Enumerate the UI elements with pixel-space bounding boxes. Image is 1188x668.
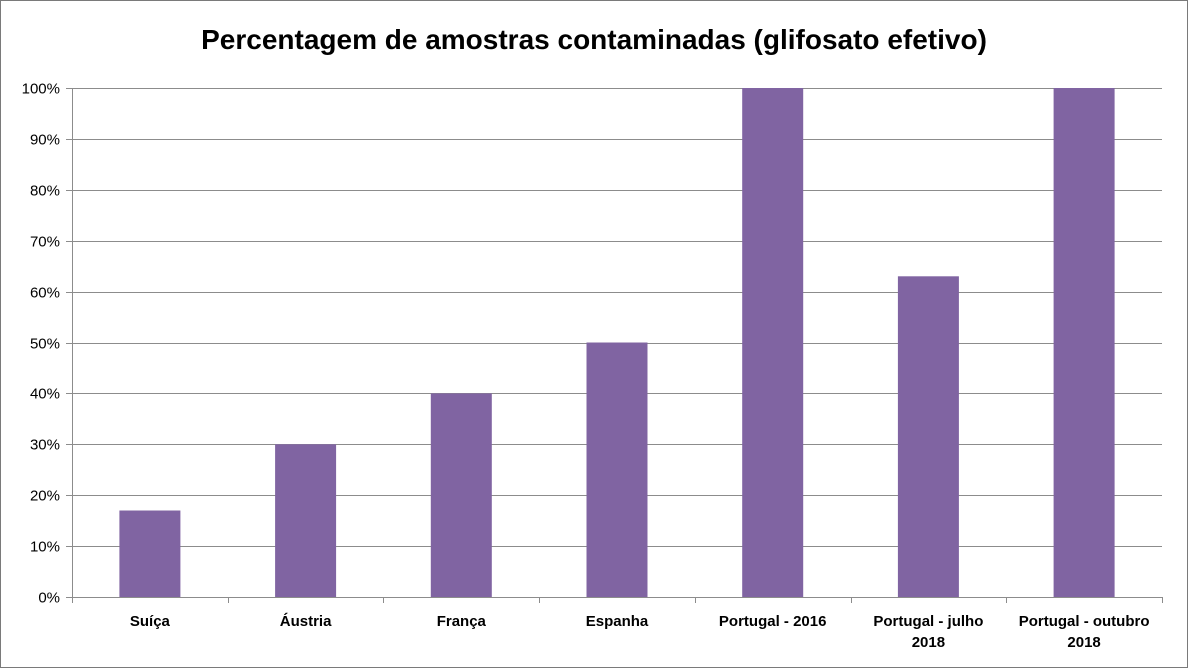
- bar: [1053, 88, 1115, 597]
- y-axis-tick-labels: 0% 10% 20% 30% 40% 50% 60% 70% 80% 90% 100%: [22, 81, 60, 607]
- y-tick-label: 30%: [30, 437, 60, 454]
- y-tick-label: 40%: [30, 386, 60, 403]
- x-axis-category-labels: Suíça Áustria França Espanha Portugal - 2016…: [130, 613, 1150, 651]
- bar: [275, 444, 337, 597]
- x-category-label: Espanha: [586, 613, 649, 630]
- x-category-label: Suíça: [130, 613, 171, 630]
- y-tick-label: 20%: [30, 488, 60, 505]
- y-tick-label: 70%: [30, 234, 60, 251]
- y-tick-label: 100%: [22, 81, 60, 98]
- x-category-label: Portugal - julho 2018: [873, 613, 983, 651]
- bar: [119, 510, 181, 597]
- axes: [66, 88, 1163, 603]
- x-category-label: França: [437, 613, 487, 630]
- y-tick-label: 0%: [38, 590, 60, 607]
- y-tick-label: 10%: [30, 539, 60, 556]
- bar: [430, 393, 492, 597]
- x-category-label: Portugal - outubro 2018: [1019, 613, 1150, 651]
- x-category-label: Portugal - 2016: [719, 613, 827, 630]
- bar: [742, 88, 804, 597]
- bar: [586, 342, 648, 597]
- x-category-label: Áustria: [280, 613, 332, 630]
- y-tick-label: 80%: [30, 183, 60, 200]
- y-tick-label: 60%: [30, 285, 60, 302]
- y-tick-label: 50%: [30, 336, 60, 353]
- chart-title: Percentagem de amostras contaminadas (gl…: [201, 24, 987, 55]
- y-tick-label: 90%: [30, 132, 60, 149]
- bar: [897, 276, 959, 597]
- bars: [119, 88, 1115, 597]
